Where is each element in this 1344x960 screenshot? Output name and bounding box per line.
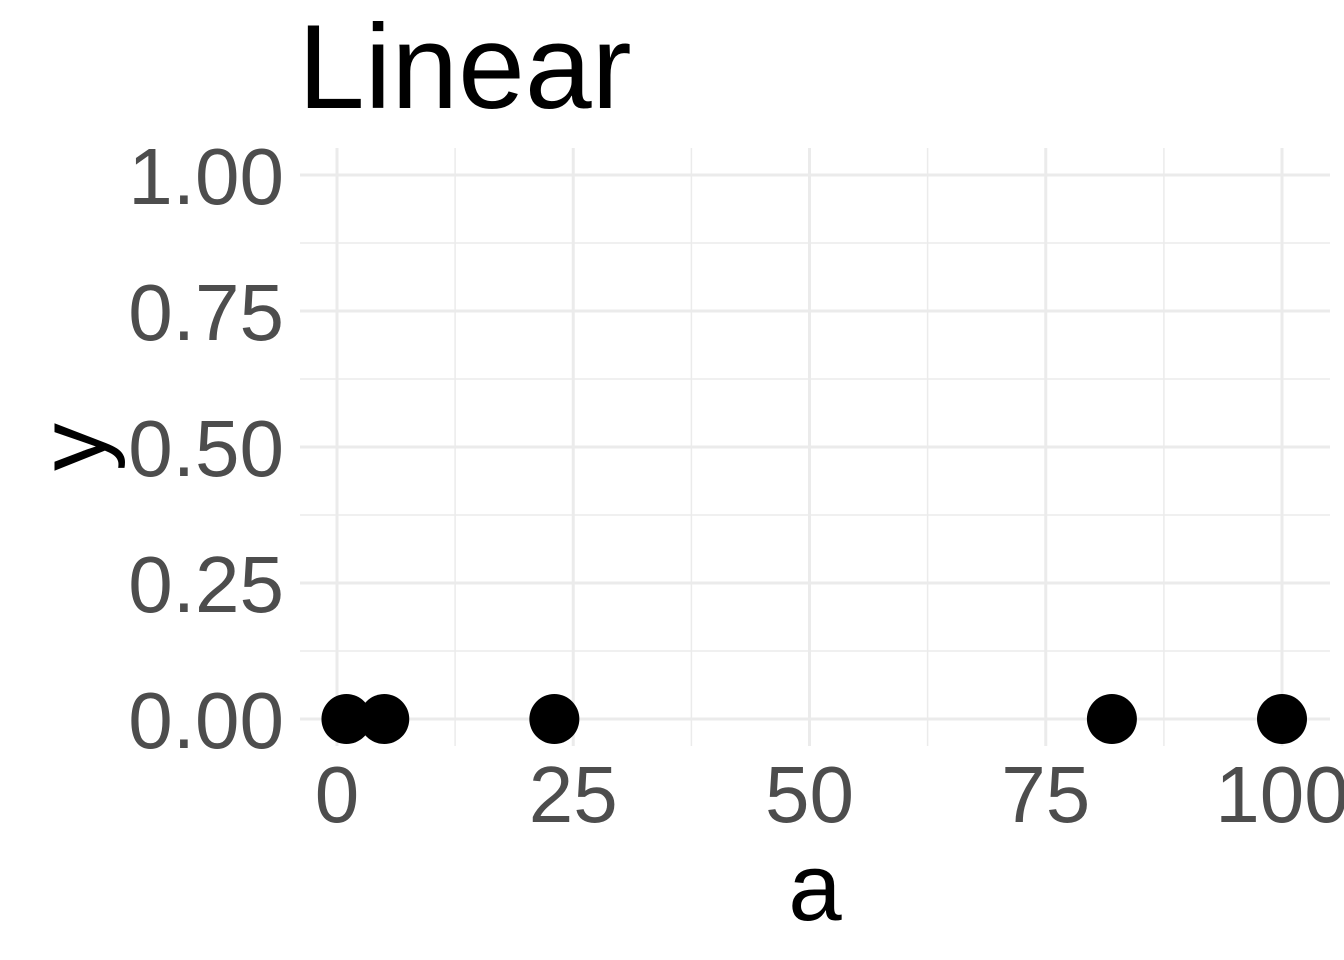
x-axis-title: a [788, 834, 842, 941]
y-tick-label: 0.50 [128, 404, 284, 493]
data-point [359, 694, 410, 744]
data-point [321, 694, 372, 744]
major-gridlines [300, 148, 1330, 746]
data-point [1257, 694, 1307, 744]
y-tick-label: 0.25 [128, 540, 284, 629]
data-points [321, 694, 1307, 744]
x-tick-label: 50 [765, 750, 854, 839]
minor-gridlines [300, 148, 1330, 746]
data-point [529, 694, 580, 744]
y-axis-title: y [19, 423, 126, 471]
x-tick-label: 0 [315, 750, 360, 839]
x-tick-label: 75 [1001, 750, 1090, 839]
data-point [1086, 694, 1137, 744]
y-tick-label: 0.75 [128, 268, 284, 357]
y-tick-label: 0.00 [128, 676, 284, 765]
x-tick-label: 25 [529, 750, 618, 839]
y-tick-label: 1.00 [128, 132, 284, 221]
chart-title: Linear [298, 0, 632, 134]
x-axis-tick-labels: 0 25 50 75 100 [315, 750, 1344, 839]
x-tick-label: 100 [1215, 750, 1344, 839]
y-axis-tick-labels: 0.00 0.25 0.50 0.75 1.00 [128, 132, 284, 765]
